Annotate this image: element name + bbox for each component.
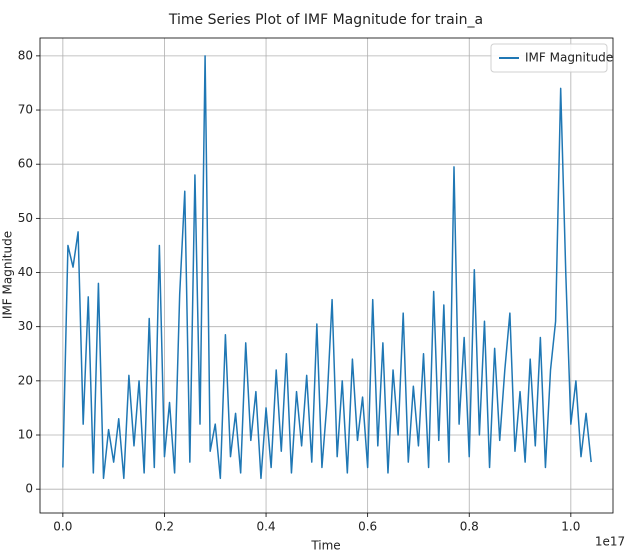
x-tick-label: 0.8 bbox=[460, 520, 479, 534]
legend-label: IMF Magnitude bbox=[525, 51, 613, 65]
y-tick-label: 30 bbox=[18, 319, 33, 333]
x-tick-label: 0.2 bbox=[155, 520, 174, 534]
y-axis-label: IMF Magnitude bbox=[1, 231, 15, 319]
x-tick-label: 1.0 bbox=[561, 520, 580, 534]
x-axis-label: Time bbox=[310, 539, 340, 553]
y-tick-label: 60 bbox=[18, 157, 33, 171]
x-tick-label: 0.4 bbox=[257, 520, 276, 534]
x-offset-label: 1e17 bbox=[595, 535, 625, 549]
legend-box bbox=[490, 43, 608, 73]
x-tick-label: 0.0 bbox=[53, 520, 72, 534]
y-tick-label: 70 bbox=[18, 103, 33, 117]
y-tick-label: 80 bbox=[18, 48, 33, 62]
data-line bbox=[62, 55, 592, 480]
x-tick-label: 0.6 bbox=[358, 520, 377, 534]
y-tick-label: 40 bbox=[18, 265, 33, 279]
chart-title: Time Series Plot of IMF Magnitude for tr… bbox=[168, 12, 483, 28]
y-tick-label: 0 bbox=[25, 482, 33, 496]
y-tick-label: 10 bbox=[18, 428, 33, 442]
plot-frame bbox=[39, 37, 614, 514]
y-tick-label: 50 bbox=[18, 211, 33, 225]
y-tick-label: 20 bbox=[18, 373, 33, 387]
